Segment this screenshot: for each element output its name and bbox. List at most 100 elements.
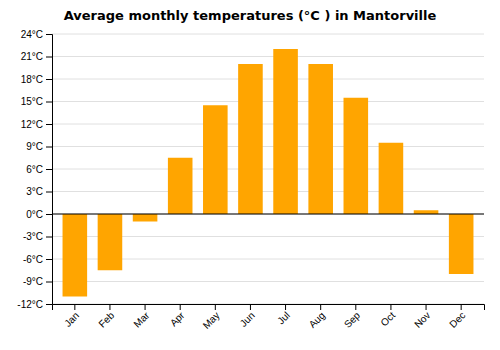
y-tick: 3°C bbox=[26, 186, 52, 197]
x-tick-label: Dec bbox=[447, 310, 467, 330]
y-tick: 9°C bbox=[26, 141, 52, 152]
x-axis: Jan Feb Mar Apr May Jun Jul Aug Sep Oct Nov Dec bbox=[53, 304, 485, 331]
y-tick-mark bbox=[46, 102, 52, 103]
x-tick-label: Sep bbox=[342, 309, 363, 330]
bar bbox=[168, 158, 193, 214]
x-tick: Sep bbox=[342, 304, 363, 330]
chart: -12°C -9°C -6°C -3°C 0°C 3°C 6°C 9°C 12°C 15°C 18°… bbox=[0, 0, 500, 350]
grid-line bbox=[52, 34, 484, 35]
x-tick-label: Nov bbox=[412, 310, 432, 330]
y-axis: -12°C -9°C -6°C -3°C 0°C 3°C 6°C 9°C 12°C 15°C 18°… bbox=[17, 29, 52, 310]
x-tick: Feb bbox=[96, 304, 116, 330]
y-tick-label: -9°C bbox=[23, 276, 43, 287]
plot-area: -12°C -9°C -6°C -3°C 0°C 3°C 6°C 9°C 12°C 15°C 18°… bbox=[17, 29, 484, 331]
x-tick-label: May bbox=[201, 310, 222, 331]
y-tick-label: 3°C bbox=[26, 186, 43, 197]
y-tick-mark bbox=[46, 169, 52, 170]
x-tick-mark bbox=[285, 304, 286, 310]
x-tick-label: Jun bbox=[238, 310, 257, 329]
y-tick-label: 9°C bbox=[26, 141, 43, 152]
x-tick: May bbox=[201, 304, 222, 331]
y-tick-mark bbox=[46, 214, 52, 215]
y-tick-mark bbox=[46, 34, 52, 35]
y-tick-mark bbox=[46, 192, 52, 193]
x-tick: Jan bbox=[62, 304, 81, 329]
x-tick-mark bbox=[461, 304, 462, 310]
grid-line bbox=[52, 281, 484, 282]
y-tick: 24°C bbox=[21, 29, 52, 40]
y-tick-label: -3°C bbox=[23, 231, 43, 242]
y-tick-label: 0°C bbox=[26, 209, 43, 220]
bar bbox=[133, 214, 158, 222]
x-tick-label: Jul bbox=[275, 310, 292, 327]
bar bbox=[308, 64, 333, 214]
y-axis-line bbox=[46, 35, 53, 305]
bar bbox=[98, 214, 123, 270]
y-tick-mark bbox=[46, 147, 52, 148]
x-tick-label: Jan bbox=[62, 310, 81, 329]
grid-line bbox=[52, 214, 484, 215]
y-tick-mark bbox=[46, 79, 52, 80]
y-tick: 0°C bbox=[26, 209, 52, 220]
y-tick: 6°C bbox=[26, 164, 52, 175]
y-tick: -3°C bbox=[23, 231, 52, 242]
x-tick-mark bbox=[180, 304, 181, 310]
bar bbox=[238, 64, 263, 214]
y-tick-label: -12°C bbox=[17, 299, 43, 310]
x-axis-line bbox=[53, 305, 485, 311]
y-tick-mark bbox=[46, 237, 52, 238]
y-tick: -6°C bbox=[23, 254, 52, 265]
bar bbox=[273, 49, 298, 214]
x-tick-mark bbox=[355, 304, 356, 310]
x-tick-mark bbox=[109, 304, 110, 310]
y-tick-mark bbox=[46, 124, 52, 125]
y-tick: 21°C bbox=[21, 51, 52, 62]
y-tick-mark bbox=[46, 259, 52, 260]
y-tick: 18°C bbox=[21, 74, 52, 85]
x-tick-mark bbox=[145, 304, 146, 310]
y-tick-label: 18°C bbox=[21, 74, 43, 85]
y-tick-label: 15°C bbox=[21, 96, 43, 107]
bar bbox=[344, 98, 369, 214]
y-tick: -9°C bbox=[23, 276, 52, 287]
y-tick: 15°C bbox=[21, 96, 52, 107]
x-tick-label: Aug bbox=[307, 310, 327, 330]
grid-line bbox=[52, 146, 484, 147]
grid-line bbox=[52, 169, 484, 170]
x-tick-label: Mar bbox=[131, 309, 151, 329]
y-tick-mark bbox=[46, 282, 52, 283]
grid-line bbox=[52, 124, 484, 125]
x-tick-mark bbox=[250, 304, 251, 310]
y-tick-label: 21°C bbox=[21, 51, 43, 62]
y-tick-label: 12°C bbox=[21, 119, 43, 130]
grid-line bbox=[52, 191, 484, 192]
y-tick-mark bbox=[46, 57, 52, 58]
grid-line bbox=[52, 101, 484, 102]
x-tick-label: Oct bbox=[379, 310, 398, 329]
bar bbox=[63, 214, 88, 297]
y-tick: 12°C bbox=[21, 119, 52, 130]
x-tick: Aug bbox=[307, 304, 327, 330]
x-tick: Nov bbox=[412, 304, 432, 330]
grid-line bbox=[52, 56, 484, 57]
x-tick: Apr bbox=[168, 304, 187, 328]
grid-line bbox=[52, 79, 484, 80]
y-tick-label: 24°C bbox=[21, 29, 43, 40]
x-tick: Oct bbox=[379, 304, 398, 328]
title: Average monthly temperatures (°C ) in Ma… bbox=[64, 8, 437, 23]
y-tick-label: -6°C bbox=[23, 254, 43, 265]
grid bbox=[52, 34, 484, 304]
bar bbox=[449, 214, 474, 274]
y-tick: -12°C bbox=[17, 299, 52, 310]
x-tick-mark bbox=[215, 304, 216, 310]
x-tick-label: Feb bbox=[96, 309, 116, 329]
y-tick-mark bbox=[46, 304, 52, 305]
x-tick-mark bbox=[390, 304, 391, 310]
bars bbox=[63, 49, 474, 297]
baseline bbox=[52, 213, 484, 214]
y-tick-label: 6°C bbox=[26, 164, 43, 175]
x-tick: Mar bbox=[131, 304, 151, 330]
x-tick: Jul bbox=[275, 304, 292, 326]
x-tick-mark bbox=[74, 304, 75, 310]
x-tick-label: Apr bbox=[168, 309, 187, 328]
